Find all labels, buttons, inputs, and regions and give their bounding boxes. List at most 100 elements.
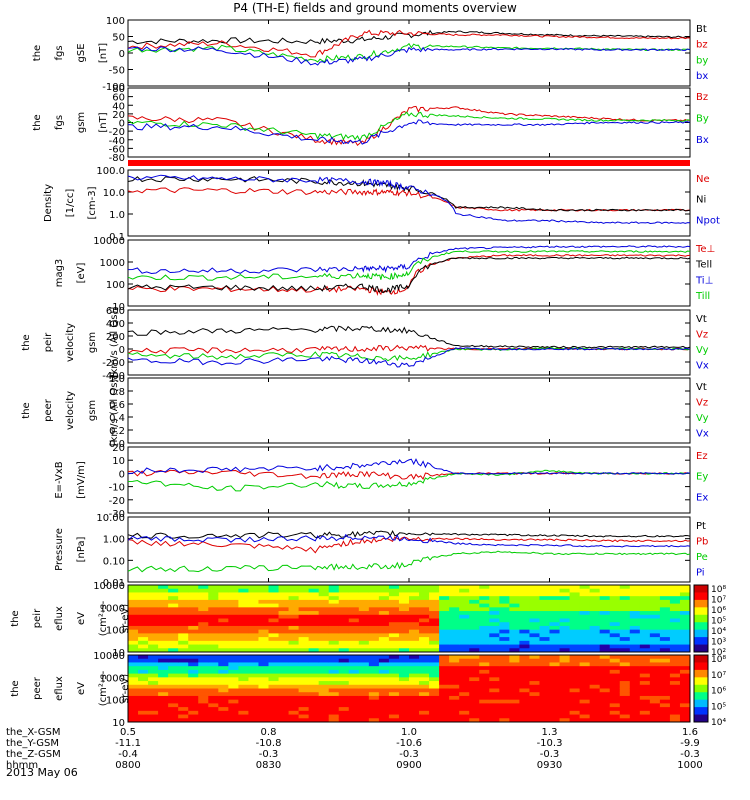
peir-eflux-cell [409,611,420,616]
peer-eflux-cell [519,699,530,704]
peer-eflux-cell [499,666,510,671]
peer-eflux-cell [639,718,651,723]
peer-eflux-cell [439,681,450,686]
peir-eflux-cell [589,633,601,638]
peer-eflux-cell [168,681,179,686]
peer-eflux-cell [378,695,390,701]
peer-eflux-cell [449,707,460,712]
peir-eflux-cell [599,585,611,590]
peir-eflux-cell [328,599,340,605]
peir-eflux-cell [449,588,460,593]
xaxis-tick-label: 0930 [537,760,562,771]
peir-eflux-cell [629,625,641,631]
peir-eflux-cell [449,648,460,653]
peer-eflux-cell [489,692,500,697]
peir-eflux-cell [429,592,440,597]
fgs-gsm-ylabel-line: [nT] [98,112,109,132]
peer-eflux-cell [398,695,410,701]
peer-eflux-cell [659,710,671,716]
peir-eflux-cell [569,618,581,623]
peer-eflux-cell [489,707,500,712]
peir-eflux-cell [218,633,229,638]
peer-eflux-cell [519,669,530,675]
peir-eflux-cell [629,599,641,605]
peer-eflux-cell [388,714,400,719]
peer-eflux-cell [599,684,611,689]
peer-velocity-ylabel-line: [km/s (All Qs)] [109,375,120,447]
peir-eflux-cell [328,629,340,634]
peir-eflux-cell [619,603,631,608]
peer-eflux-cell [348,669,360,675]
peir-eflux-cell [378,625,390,631]
peer-eflux-cell [138,707,149,712]
peir-eflux-cell [539,633,550,638]
peer-eflux-cell [469,688,480,693]
peer-eflux-cell [579,699,591,704]
peir-eflux-cell [669,648,681,653]
peir-eflux-cell [168,603,179,608]
peir-eflux-cell [238,588,249,593]
peir-eflux-cell [539,596,550,601]
peer-eflux-cell [559,710,571,716]
peer-eflux-cell [559,681,571,686]
peer-eflux-cell [258,684,269,689]
peer-eflux-cell [128,677,139,682]
peir-eflux-cell [218,585,229,590]
peir-eflux-cell [198,625,209,631]
peir-eflux-cell [409,592,420,597]
peer-eflux-cell [549,718,561,723]
peer-eflux-cell [649,718,661,723]
peir-eflux-cell [358,611,370,616]
peir-eflux-cell [278,622,290,627]
peir-eflux-cell [148,614,159,619]
peer-eflux-cell [338,718,350,723]
peer-eflux-cell [639,699,651,704]
peir-eflux-cell [308,637,320,642]
peir-eflux-cell [288,607,300,612]
peir-eflux-cell [629,603,641,608]
peer-eflux-cell [328,718,340,723]
peer-eflux-cell [358,681,370,686]
peer-eflux-cell [178,699,189,704]
density-legend-Npot: Npot [696,215,720,226]
peer-eflux-cell [278,673,290,678]
peir-eflux-cell [589,618,601,623]
peer-eflux-cell [128,688,139,693]
peir-eflux-cell [368,648,380,653]
xaxis-row-label: the_Y-GSM [6,738,59,749]
peir-eflux-cell [158,644,169,649]
peir-eflux-cell [398,592,410,597]
peir-eflux-cell [268,625,280,631]
e-field-ylabel-line: [mV/m] [76,461,87,499]
peir-eflux-cell [378,585,390,590]
peir-eflux-cell [128,648,139,653]
peer-eflux-cell [208,692,219,697]
peir-eflux-cell [378,637,390,642]
peir-eflux-cell [128,633,139,638]
peer-eflux-cell [639,703,651,708]
pressure-series-Pt [127,529,691,539]
peir-eflux-cell [429,622,440,627]
peer-velocity-ylabel-line: velocity [65,391,76,430]
fgs-gse-ylabel: the fgs gSE [nT] [32,43,109,63]
peer-eflux-cell [158,658,169,663]
density-legend-Ne: Ne [696,174,710,185]
peir-eflux-cell [248,648,259,653]
peer-eflux-cell [338,666,350,671]
peir-eflux-cell [509,585,520,590]
peir-eflux-cell [298,611,310,616]
peir-eflux-cell [138,585,149,590]
peir-eflux-cell [238,629,249,634]
peer-eflux-cell [659,695,671,701]
peer-eflux-cell [489,655,500,660]
density-ytick-label: 100.0 [96,166,125,177]
peir-eflux-cell [529,637,540,642]
peir-eflux-cell [459,603,470,608]
peir-velocity-legend-Vz: Vz [696,329,708,340]
peir-eflux-cell [609,588,621,593]
peer-eflux-cell [629,684,641,689]
peer-eflux-cell [378,692,390,697]
peer-eflux-cell [388,666,400,671]
peer-eflux-cell [639,669,651,675]
peer-eflux-cell [509,714,520,719]
